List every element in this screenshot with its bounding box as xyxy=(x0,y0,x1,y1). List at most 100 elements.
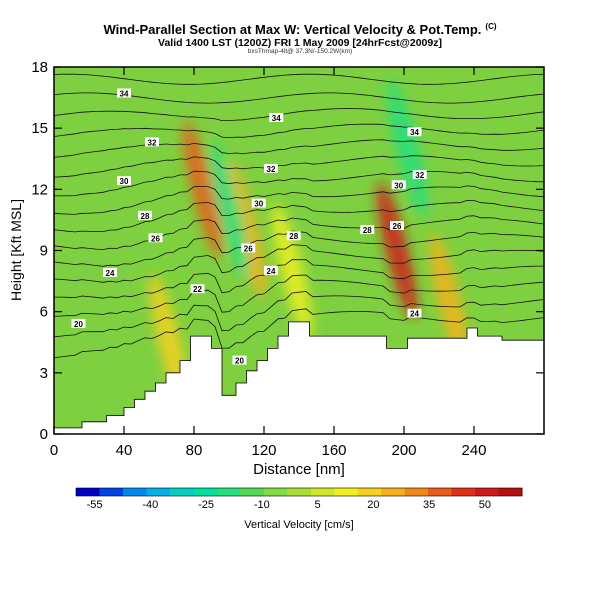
isentrope-label-text: 30 xyxy=(394,181,403,190)
y-tick-label: 12 xyxy=(31,181,48,198)
colorbar-swatch xyxy=(263,488,288,496)
updraft-region xyxy=(429,233,470,370)
x-tick-label: 240 xyxy=(461,442,486,459)
isentrope-label: 26 xyxy=(241,243,256,253)
isentrope-label: 34 xyxy=(407,127,422,137)
isentrope-line xyxy=(54,244,544,283)
isentrope-label-text: 26 xyxy=(244,244,253,253)
isentrope-label-text: 22 xyxy=(193,285,202,294)
x-tick-label: 200 xyxy=(391,442,416,459)
isentrope-label-bg xyxy=(190,284,205,294)
x-axis-label: Distance [nm] xyxy=(253,461,345,478)
isentrope-label-text: 24 xyxy=(106,269,115,278)
downdraft-region xyxy=(208,141,250,278)
isentrope-label-bg xyxy=(138,210,152,220)
isentrope-line xyxy=(54,108,544,121)
isentrope-label: 24 xyxy=(264,265,278,276)
isentrope-label: 32 xyxy=(412,170,427,180)
isentrope-label: 30 xyxy=(391,180,406,190)
colorbar-swatch xyxy=(122,488,147,496)
chart-title: Wind-Parallel Section at Max W: Vertical… xyxy=(0,22,600,37)
isentrope-label-bg xyxy=(286,231,301,241)
chart-title-suffix: (C) xyxy=(485,22,497,31)
y-tick-label: 0 xyxy=(40,426,48,443)
isentrope-label: 28 xyxy=(286,231,301,241)
isentrope-label: 20 xyxy=(71,318,86,329)
x-tick-label: 160 xyxy=(321,442,346,459)
isentrope-line xyxy=(54,139,544,158)
colorbar-tick-label: -55 xyxy=(87,499,103,511)
isentrope-labels: 20 24 26 28 30 32 34 22 26 24 28 30 32 34 20 28 26 30 32 34… xyxy=(71,88,427,366)
isentrope-label-bg xyxy=(407,308,422,318)
isentrope-label-text: 24 xyxy=(267,267,276,276)
updraft-region xyxy=(182,121,223,258)
isentrope-line xyxy=(54,185,544,215)
colorbar-swatch xyxy=(99,488,124,496)
chart-subtitle: Valid 1400 LST (1200Z) FRI 1 May 2009 [2… xyxy=(158,37,442,49)
colorbar-swatch xyxy=(287,488,312,496)
isentrope-line xyxy=(54,274,544,317)
isentrope-label-bg xyxy=(241,243,256,253)
isentrope-label: 32 xyxy=(264,163,278,174)
isentrope-label-bg xyxy=(390,221,404,231)
chart-credit: bxsThmap-4lt@ 37.3N/-150.2W(km) xyxy=(247,48,353,55)
isentrope-label-bg xyxy=(407,127,422,137)
isentrope-line xyxy=(54,291,544,338)
y-tick-label: 9 xyxy=(40,243,48,260)
colorbar-tick-label: -25 xyxy=(198,499,214,511)
colorbar-swatch xyxy=(404,488,429,496)
isentrope-line xyxy=(54,215,544,250)
isentrope-label-text: 28 xyxy=(363,226,372,235)
isentrope-label: 28 xyxy=(138,210,152,221)
isentrope-label: 32 xyxy=(145,137,159,147)
isentrope-label: 26 xyxy=(148,233,163,243)
isentrope-label-bg xyxy=(145,137,159,147)
colorbar-swatch xyxy=(216,488,241,496)
isentrope-label: 28 xyxy=(360,225,375,235)
y-axis-label: Height [Kft MSL] xyxy=(8,199,24,301)
isentrope-label-text: 26 xyxy=(393,222,402,231)
isentrope-label-bg xyxy=(117,88,131,98)
colorbar-swatch xyxy=(334,488,359,496)
isentrope-label-bg xyxy=(251,198,266,208)
isentrope-label: 22 xyxy=(190,284,205,294)
isentrope-label-bg xyxy=(117,176,131,186)
isentrope-label: 20 xyxy=(232,355,247,366)
isentrope-line xyxy=(54,155,544,178)
isentrope-line xyxy=(54,199,544,233)
isentrope-label-text: 32 xyxy=(415,171,424,180)
isentrope-label-text: 32 xyxy=(148,138,157,147)
x-tick-label: 40 xyxy=(116,442,133,459)
colorbar: -55 -40 -25 -10 5 20 35 50 xyxy=(75,487,523,511)
colorbar-swatch xyxy=(169,488,194,496)
isentrope-label-bg xyxy=(360,225,375,235)
colorbar-swatch xyxy=(451,488,476,496)
isentrope-line xyxy=(54,308,544,359)
isentrope-label: 24 xyxy=(407,308,422,319)
isentrope-label-bg xyxy=(71,318,86,328)
x-tick-label: 0 xyxy=(50,442,58,459)
isentrope-label-text: 20 xyxy=(74,320,83,329)
isentrope-label-bg xyxy=(264,265,278,275)
isentrope-label-text: 28 xyxy=(289,232,298,241)
colorbar-swatch xyxy=(381,488,406,496)
isentrope-label-text: 20 xyxy=(235,357,244,366)
isentrope-label-text: 28 xyxy=(141,212,150,221)
colorbar-frame xyxy=(75,487,523,497)
x-tick-label: 80 xyxy=(186,442,203,459)
colorbar-tick-label: 5 xyxy=(315,499,321,511)
isentrope-label-text: 34 xyxy=(120,90,129,99)
colorbar-tick-label: 35 xyxy=(423,499,435,511)
isentrope-line xyxy=(54,123,544,139)
isentrope-label-text: 24 xyxy=(410,310,419,319)
isentrope-label-bg xyxy=(269,112,284,122)
isentrope-label-bg xyxy=(103,267,117,277)
updraft-region xyxy=(271,202,313,339)
isentrope-label: 30 xyxy=(251,198,266,209)
plot-area: 20 24 26 28 30 32 34 22 26 24 28 30 32 34 20 28 26 30 32 34… xyxy=(54,67,544,434)
colorbar-swatch xyxy=(310,488,335,496)
colorbar-swatch xyxy=(240,488,265,496)
isentrope-label-text: 26 xyxy=(151,234,160,243)
updraft-region xyxy=(376,182,418,319)
